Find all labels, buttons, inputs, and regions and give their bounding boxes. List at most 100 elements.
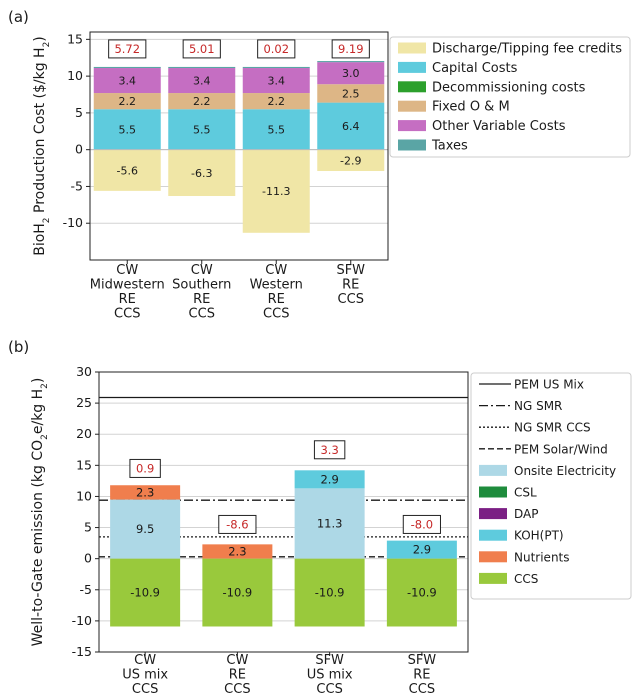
bar-segment bbox=[93, 66, 161, 69]
category-label: CCS bbox=[316, 682, 342, 695]
segment-value-label: -2.9 bbox=[340, 154, 361, 167]
total-label: 0.9 bbox=[136, 461, 154, 475]
segment-value-label: 11.3 bbox=[317, 517, 343, 531]
y-tick-label: -10 bbox=[63, 215, 83, 230]
y-tick-label: 5 bbox=[75, 105, 83, 120]
category-label: CW bbox=[191, 263, 213, 278]
legend-swatch bbox=[479, 464, 507, 476]
legend-label: Nutrients bbox=[514, 550, 570, 564]
total-label-box bbox=[108, 39, 147, 59]
y-tick-label: 30 bbox=[76, 364, 92, 379]
y-tick-label: -10 bbox=[72, 613, 92, 628]
segment-value-label: -10.9 bbox=[222, 586, 252, 600]
bar-segment bbox=[202, 544, 273, 559]
y-tick-label: 15 bbox=[67, 31, 83, 46]
total-label: -8.6 bbox=[226, 517, 248, 531]
category-label: CCS bbox=[409, 682, 435, 695]
legend-swatch bbox=[398, 100, 426, 112]
y-tick-label: -15 bbox=[72, 644, 92, 659]
segment-value-label: 3.0 bbox=[342, 67, 360, 80]
bar-segment bbox=[110, 499, 181, 559]
bar-segment bbox=[317, 84, 385, 103]
bar-segment bbox=[110, 485, 181, 500]
segment-value-label: -10.9 bbox=[407, 586, 437, 600]
bar-segment bbox=[294, 488, 365, 559]
legend-label: Decommissioning costs bbox=[432, 80, 586, 95]
category-label: RE bbox=[119, 292, 136, 307]
segment-value-label: -11.3 bbox=[262, 185, 290, 198]
segment-value-label: -10.9 bbox=[315, 586, 345, 600]
legend-label: Discharge/Tipping fee credits bbox=[432, 42, 622, 57]
segment-value-label: 2.2 bbox=[193, 95, 211, 108]
category-label: CCS bbox=[132, 682, 158, 695]
legend-swatch bbox=[479, 529, 507, 541]
legend-label: PEM US Mix bbox=[514, 378, 584, 392]
segment-value-label: 2.2 bbox=[119, 95, 137, 108]
y-tick-label: -5 bbox=[71, 178, 83, 193]
category-label: CCS bbox=[224, 682, 250, 695]
segment-value-label: 5.5 bbox=[268, 123, 286, 136]
total-label: -8.0 bbox=[411, 517, 433, 531]
total-label: 5.72 bbox=[114, 42, 140, 56]
category-label: SFW bbox=[408, 653, 437, 668]
category-label: RE bbox=[342, 278, 359, 293]
segment-value-label: 2.3 bbox=[136, 485, 154, 499]
segment-value-label: 2.3 bbox=[228, 545, 246, 559]
category-label: CW bbox=[134, 653, 156, 668]
bar-segment bbox=[317, 61, 385, 63]
y-tick-label: 10 bbox=[67, 68, 83, 83]
bar-segment bbox=[317, 102, 385, 150]
bar-segment bbox=[202, 558, 273, 627]
category-label: SFW bbox=[315, 653, 344, 668]
y-tick-label: 0 bbox=[75, 142, 83, 157]
total-label: 9.19 bbox=[338, 42, 364, 56]
category-label: RE bbox=[229, 668, 246, 683]
bar-segment bbox=[242, 68, 310, 94]
bar-segment bbox=[168, 109, 236, 150]
legend-swatch bbox=[479, 508, 507, 520]
total-label-box bbox=[313, 440, 346, 460]
bar-segment bbox=[168, 68, 236, 94]
legend-label: KOH(PT) bbox=[514, 529, 564, 543]
bar-segment bbox=[168, 149, 236, 197]
y-tick-label: 0 bbox=[84, 551, 92, 566]
legend-swatch bbox=[398, 120, 426, 132]
total-label: 5.01 bbox=[189, 42, 215, 56]
legend-label: CCS bbox=[514, 572, 538, 586]
total-label-box bbox=[257, 39, 296, 59]
bar-segment bbox=[386, 540, 457, 559]
bar-segment bbox=[294, 470, 365, 489]
category-label: CCS bbox=[114, 307, 140, 322]
plot-frame bbox=[89, 31, 389, 261]
legend-label: Onsite Electricity bbox=[514, 464, 616, 478]
category-label: RE bbox=[268, 292, 285, 307]
total-label-box bbox=[331, 39, 370, 59]
bar-segment bbox=[386, 558, 457, 627]
category-label: CCS bbox=[338, 292, 364, 307]
segment-value-label: 2.2 bbox=[268, 95, 286, 108]
category-label: RE bbox=[193, 292, 210, 307]
legend-box bbox=[470, 372, 632, 600]
category-label: Southern bbox=[172, 278, 231, 293]
category-label: CW bbox=[226, 653, 248, 668]
y-tick-label: 10 bbox=[76, 488, 92, 503]
segment-value-label: -10.9 bbox=[130, 586, 160, 600]
segment-value-label: 2.5 bbox=[342, 87, 360, 100]
legend-label: NG SMR bbox=[514, 399, 562, 413]
legend-label: NG SMR CCS bbox=[514, 421, 591, 435]
total-label-box bbox=[402, 514, 441, 534]
bar-segment bbox=[168, 93, 236, 110]
segment-value-label: -6.3 bbox=[191, 167, 212, 180]
bar-segment bbox=[93, 149, 161, 191]
category-label: CW bbox=[116, 263, 138, 278]
category-label: SFW bbox=[336, 263, 365, 278]
bar-segment bbox=[294, 558, 365, 627]
y-tick-label: 20 bbox=[76, 426, 92, 441]
legend-swatch bbox=[479, 551, 507, 563]
legend-swatch bbox=[398, 81, 426, 93]
panel-label: (b) bbox=[8, 338, 29, 356]
total-label: 3.3 bbox=[320, 443, 338, 457]
legend-label: PEM Solar/Wind bbox=[514, 442, 608, 456]
bar-segment bbox=[93, 68, 161, 94]
